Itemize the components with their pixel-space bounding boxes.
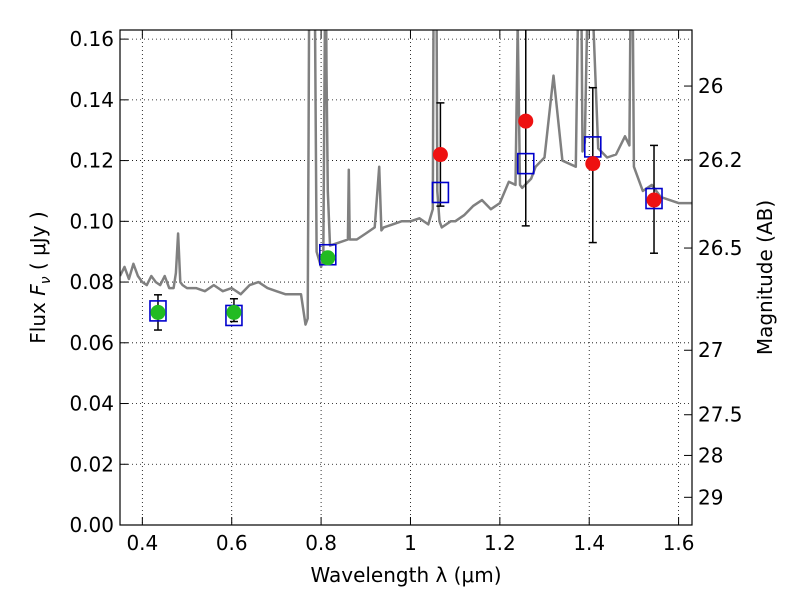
green-data-point [226, 304, 242, 320]
y-axis-label-suffix: ( μJy ) [26, 211, 50, 276]
plot-frame [119, 29, 693, 526]
y-tick-label: 0.06 [69, 331, 114, 355]
y-axis-label-prefix: Flux [26, 296, 50, 344]
red-data-point [646, 192, 662, 208]
right-tick-label: 27.5 [698, 403, 743, 427]
y-tick-label: 0.00 [69, 513, 114, 537]
red-data-point [432, 147, 448, 163]
right-axis-label: Magnitude (AB) [753, 200, 777, 355]
ticks-layer: 0.4 0.6 0.8 1 1.2 1.4 1.6 0.00 0.02 0.04 0.06 0.08 0… [69, 27, 742, 555]
model-photometry-square [516, 152, 535, 175]
x-tick-label: 1 [404, 531, 417, 555]
spectrum-layer [120, 30, 692, 326]
data-points-layer [149, 30, 663, 331]
model-photometry-square [431, 181, 450, 204]
red-data-point [585, 156, 601, 172]
x-tick-label: 1.6 [663, 531, 695, 555]
x-tick-label: 0.6 [216, 531, 248, 555]
right-tick-label: 26.5 [698, 236, 743, 260]
model-photometry-square [149, 300, 167, 322]
right-tick-label: 27 [698, 338, 723, 362]
green-data-point [150, 304, 166, 320]
x-tick-label: 1.4 [573, 531, 605, 555]
y-tick-label: 0.02 [69, 452, 114, 476]
x-axis-label: Wavelength λ (μm) [310, 563, 501, 587]
right-tick-label: 26.2 [698, 148, 743, 172]
x-tick-label: 0.4 [126, 531, 158, 555]
y-axis-label-subscript: ν [38, 276, 54, 284]
y-tick-label: 0.12 [69, 149, 114, 173]
y-axis-label: Flux Fν ( μJy ) [26, 211, 54, 343]
right-tick-label: 28 [698, 443, 723, 467]
model-spectrum-line [120, 30, 692, 326]
red-data-point [518, 113, 534, 129]
model-photometry-square [645, 187, 663, 210]
y-tick-label: 0.08 [69, 270, 114, 294]
grid-lines [120, 30, 692, 526]
x-tick-label: 0.8 [305, 531, 337, 555]
x-tick-label: 1.2 [484, 531, 516, 555]
green-data-point [320, 250, 336, 266]
y-tick-label: 0.14 [69, 88, 114, 112]
y-tick-label: 0.10 [69, 209, 114, 233]
y-tick-label: 0.04 [69, 392, 114, 416]
right-tick-label: 29 [698, 485, 723, 509]
y-axis-label-symbol: F [26, 284, 50, 296]
y-tick-label: 0.16 [69, 27, 114, 51]
right-tick-label: 26 [698, 74, 723, 98]
